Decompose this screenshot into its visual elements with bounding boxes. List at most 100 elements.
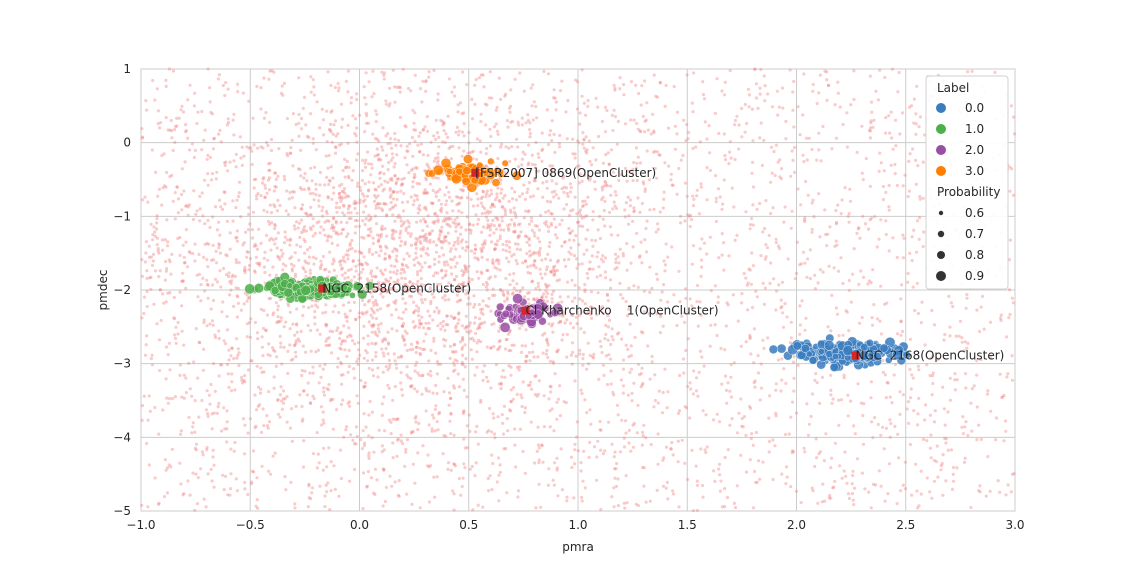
background-point — [437, 255, 441, 259]
background-point — [585, 214, 589, 218]
background-point — [635, 431, 639, 435]
background-point — [400, 393, 405, 397]
background-point — [868, 136, 873, 140]
background-point — [438, 187, 442, 192]
background-point — [418, 351, 422, 356]
background-point — [174, 125, 178, 129]
background-point — [763, 257, 768, 261]
background-point — [900, 329, 905, 334]
background-point — [226, 372, 230, 376]
background-point — [364, 121, 369, 125]
background-point — [755, 295, 759, 299]
background-point — [591, 210, 595, 214]
background-point — [929, 433, 933, 437]
background-point — [889, 421, 893, 426]
background-point — [149, 275, 153, 279]
background-point — [548, 240, 552, 245]
background-point — [565, 137, 569, 141]
background-point — [806, 257, 810, 261]
background-point — [485, 288, 489, 292]
background-point — [210, 427, 214, 431]
background-point — [411, 429, 415, 434]
background-point — [194, 472, 198, 476]
background-point — [484, 164, 489, 168]
background-point — [422, 339, 426, 343]
background-point — [169, 272, 173, 276]
background-point — [429, 201, 433, 205]
background-point — [343, 260, 347, 264]
background-point — [556, 348, 560, 352]
background-point — [826, 325, 830, 329]
background-point — [259, 241, 263, 245]
background-point — [999, 316, 1003, 320]
background-point — [658, 331, 663, 335]
background-point — [604, 183, 608, 187]
background-point — [260, 181, 265, 185]
background-point — [511, 279, 515, 283]
background-point — [666, 390, 670, 394]
background-point — [250, 162, 254, 167]
background-point — [410, 384, 414, 388]
background-point — [492, 432, 497, 436]
background-point — [288, 151, 292, 155]
background-point — [781, 106, 785, 110]
background-point — [915, 281, 920, 285]
background-point — [603, 256, 608, 260]
background-point — [498, 463, 502, 467]
background-point — [227, 274, 231, 279]
background-point — [835, 220, 839, 225]
background-point — [366, 300, 370, 304]
background-point — [518, 222, 522, 226]
background-point — [517, 234, 522, 238]
background-point — [718, 473, 722, 477]
background-point — [685, 406, 689, 410]
background-point — [267, 297, 271, 301]
background-point — [772, 150, 776, 154]
background-point — [274, 185, 278, 189]
background-point — [364, 217, 368, 221]
background-point — [588, 260, 592, 264]
background-point — [332, 186, 336, 190]
background-point — [436, 324, 440, 328]
background-point — [639, 385, 643, 389]
background-point — [413, 363, 418, 367]
background-point — [324, 209, 329, 213]
background-point — [505, 337, 509, 341]
background-point — [370, 278, 374, 282]
background-point — [285, 189, 289, 193]
background-point — [351, 438, 355, 442]
background-point — [615, 403, 620, 407]
background-point — [371, 69, 375, 73]
background-point — [140, 418, 144, 422]
background-point — [300, 207, 304, 211]
background-point — [296, 226, 300, 230]
background-point — [1008, 238, 1013, 242]
background-point — [583, 288, 587, 292]
background-point — [660, 290, 664, 294]
background-point — [1010, 296, 1014, 300]
background-point — [534, 266, 538, 270]
background-point — [228, 293, 232, 297]
background-point — [486, 268, 490, 273]
background-point — [527, 291, 531, 295]
background-point — [555, 268, 560, 272]
background-point — [583, 302, 587, 306]
background-point — [245, 255, 249, 259]
background-point — [460, 324, 464, 328]
background-point — [673, 124, 678, 128]
background-point — [417, 204, 422, 208]
background-point — [585, 151, 589, 155]
background-point — [555, 456, 559, 460]
background-point — [547, 209, 551, 213]
background-point — [357, 250, 361, 254]
background-point — [274, 273, 278, 277]
background-point — [382, 448, 386, 452]
background-point — [324, 154, 328, 158]
background-point — [666, 126, 671, 130]
background-point — [476, 338, 481, 342]
background-point — [886, 492, 890, 496]
background-point — [905, 407, 909, 411]
background-point — [210, 178, 214, 182]
background-point — [319, 259, 323, 263]
background-point — [481, 204, 485, 208]
